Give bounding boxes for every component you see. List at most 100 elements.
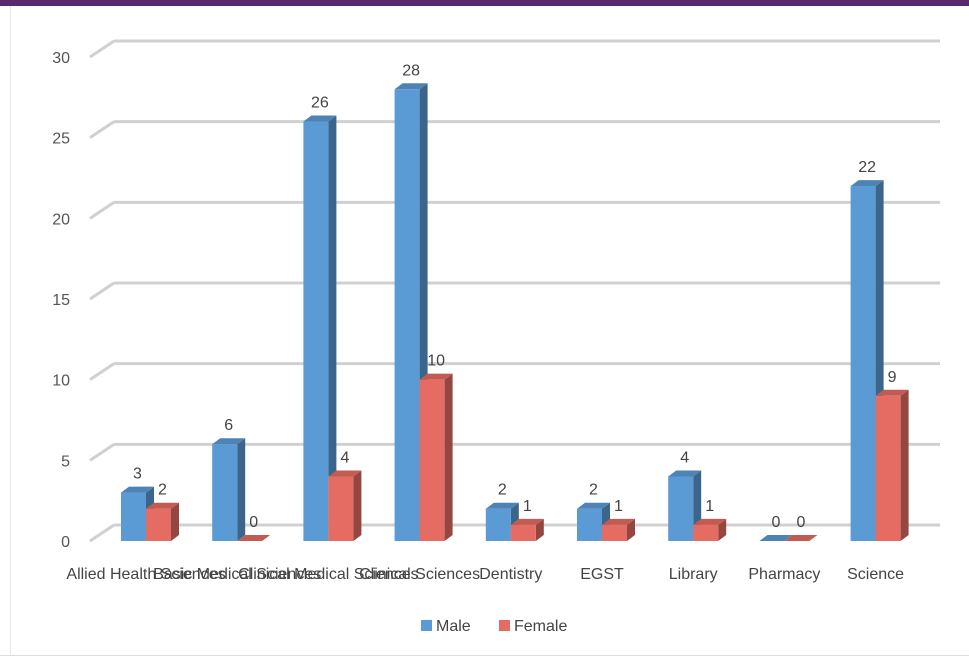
bottom-border xyxy=(0,655,969,656)
category-label: EGST xyxy=(580,566,624,583)
bar-top xyxy=(237,535,271,541)
bar-front xyxy=(485,508,511,541)
bar-female xyxy=(602,518,635,541)
data-label-male: 26 xyxy=(311,95,329,112)
bar-front xyxy=(419,379,445,541)
data-label-female: 1 xyxy=(614,498,623,515)
bar-front xyxy=(602,524,627,541)
category-label: Basic Medical Sciences xyxy=(153,566,321,583)
bar-top xyxy=(759,535,793,541)
left-border xyxy=(10,6,11,656)
bar-top xyxy=(328,470,362,477)
data-label-male: 3 xyxy=(133,466,142,483)
legend-swatch-male xyxy=(421,620,432,631)
bar-top xyxy=(146,502,179,509)
data-label-male: 22 xyxy=(858,159,876,176)
bar-female xyxy=(510,518,544,541)
bar-male xyxy=(850,180,884,542)
data-label-female: 10 xyxy=(427,353,445,370)
data-label-female: 1 xyxy=(523,498,532,515)
bar-top xyxy=(668,470,702,477)
bar-front xyxy=(303,121,329,542)
bar-top xyxy=(121,486,154,493)
data-label-male: 6 xyxy=(224,417,233,434)
category-label: Science xyxy=(847,566,904,583)
bar-top xyxy=(485,502,519,509)
data-label-female: 2 xyxy=(158,482,167,499)
bar-top xyxy=(510,518,544,525)
bar-top xyxy=(602,518,635,525)
bar-front xyxy=(328,476,354,541)
data-label-female: 0 xyxy=(249,514,258,531)
data-label-male: 28 xyxy=(402,62,420,79)
bar-female xyxy=(693,518,727,541)
category-label: Dentistry xyxy=(479,566,542,583)
legend-label-male: Male xyxy=(436,618,471,635)
bar-female xyxy=(146,502,179,541)
category-label: Clinical Sciences xyxy=(359,566,480,583)
bar-top xyxy=(784,535,818,541)
bar-side xyxy=(718,518,727,541)
bar-female xyxy=(784,535,818,541)
data-label-female: 9 xyxy=(888,369,897,386)
legend-label-female: Female xyxy=(514,618,567,635)
bar-top xyxy=(212,438,246,445)
y-axis-ticks: 0 5 10 15 20 25 30 xyxy=(52,50,70,551)
bar-male xyxy=(303,115,337,542)
gridline-diagonal xyxy=(89,362,115,381)
category-label: Clinical Medical Sciences xyxy=(238,566,419,583)
data-label-male: 0 xyxy=(771,514,780,531)
bar-female xyxy=(328,470,362,541)
bar-front xyxy=(212,444,238,541)
bar-top xyxy=(394,83,428,90)
bar-side xyxy=(353,470,362,541)
bar-side xyxy=(444,373,453,541)
bar-top xyxy=(875,389,909,396)
bar-male xyxy=(394,83,428,542)
category-label: Allied Health Sciences xyxy=(66,566,225,583)
bar-front xyxy=(693,524,719,541)
bar-front xyxy=(577,508,602,541)
gridline-diagonal xyxy=(89,201,115,220)
gridlines xyxy=(89,39,940,543)
top-accent-bar xyxy=(0,0,969,6)
data-label-female: 4 xyxy=(340,449,349,466)
y-tick-label: 10 xyxy=(52,373,70,390)
y-tick-label: 30 xyxy=(52,50,70,67)
bar-side xyxy=(328,115,337,542)
bar-female xyxy=(237,535,271,541)
bar-front xyxy=(510,524,536,541)
y-tick-label: 20 xyxy=(52,211,70,228)
data-label-male: 4 xyxy=(680,449,689,466)
bar-side xyxy=(237,438,246,541)
bar-front xyxy=(668,476,694,541)
bar-male xyxy=(212,438,246,541)
y-tick-label: 0 xyxy=(61,534,70,551)
data-label-female: 0 xyxy=(796,514,805,531)
data-label-male: 2 xyxy=(589,482,598,499)
y-tick-label: 5 xyxy=(61,453,70,470)
data-label-female: 1 xyxy=(705,498,714,515)
bar-front xyxy=(394,89,420,542)
y-tick-label: 25 xyxy=(52,131,70,148)
bar-side xyxy=(535,518,544,541)
y-tick-label: 15 xyxy=(52,292,70,309)
bar-top xyxy=(419,373,453,380)
bar-side xyxy=(900,389,909,541)
bar-side xyxy=(171,502,179,541)
gridline-diagonal xyxy=(89,39,115,59)
gridline-diagonal xyxy=(89,281,115,301)
bar-top xyxy=(693,518,727,525)
legend-swatch-female xyxy=(499,620,510,631)
bar-front xyxy=(875,395,901,541)
legend: Male Female xyxy=(421,618,567,635)
bar-female xyxy=(419,373,453,541)
bar-male xyxy=(759,535,793,541)
bar-top xyxy=(303,115,337,122)
category-label: Pharmacy xyxy=(748,566,820,583)
gridline-diagonal xyxy=(89,523,115,543)
bar-top xyxy=(850,180,884,187)
